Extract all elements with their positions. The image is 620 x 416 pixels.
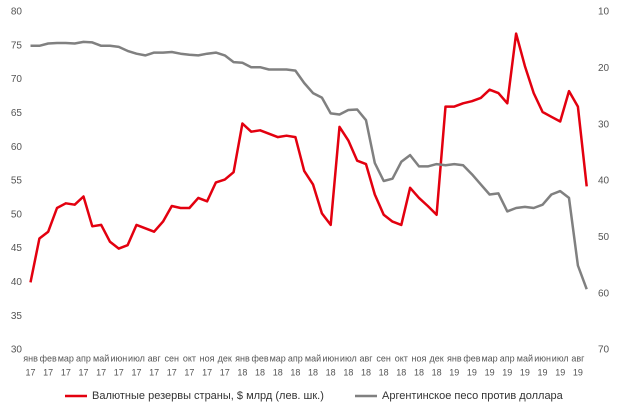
x-tick-year: 18: [343, 367, 353, 377]
x-tick-year: 19: [520, 367, 530, 377]
x-tick-year: 18: [432, 367, 442, 377]
y-tick-label: 75: [11, 40, 23, 51]
x-tick-year: 17: [149, 367, 159, 377]
x-tick-year: 17: [114, 367, 124, 377]
x-tick-year: 18: [326, 367, 336, 377]
x-tick-year: 17: [202, 367, 212, 377]
x-tick-label: сен: [376, 353, 391, 363]
x-tick-label: ноя: [412, 353, 427, 363]
x-tick-label: июл: [552, 353, 569, 363]
x-tick-year: 18: [255, 367, 265, 377]
x-tick-year: 18: [308, 367, 318, 377]
x-tick-label: апр: [500, 353, 515, 363]
x-tick-year: 19: [449, 367, 459, 377]
legend-label: Валютные резервы страны, $ млрд (лев. шк…: [92, 390, 324, 402]
x-tick-label: июн: [534, 353, 551, 363]
x-tick-label: апр: [288, 353, 303, 363]
legend-label: Аргентинское песо против доллара: [382, 390, 564, 402]
y-tick-label: 45: [11, 243, 23, 254]
x-tick-year: 19: [467, 367, 477, 377]
y2-tick-label: 20: [598, 63, 610, 74]
x-tick-year: 18: [414, 367, 424, 377]
y-tick-label: 60: [11, 142, 23, 153]
x-tick-label: июн: [322, 353, 339, 363]
x-tick-year: 19: [555, 367, 565, 377]
x-tick-year: 18: [396, 367, 406, 377]
x-tick-year: 17: [43, 367, 53, 377]
x-tick-label: янв: [235, 353, 250, 363]
x-tick-year: 17: [78, 367, 88, 377]
y-tick-label: 30: [11, 345, 23, 356]
x-tick-year: 19: [538, 367, 548, 377]
x-tick-label: май: [93, 353, 109, 363]
x-tick-label: дек: [218, 353, 232, 363]
x-tick-year: 17: [61, 367, 71, 377]
x-tick-label: апр: [76, 353, 91, 363]
x-tick-year: 18: [361, 367, 371, 377]
x-tick-label: авг: [571, 353, 585, 363]
y2-tick-label: 50: [598, 232, 610, 243]
x-tick-year: 18: [290, 367, 300, 377]
x-tick-label: мар: [270, 353, 286, 363]
x-tick-year: 19: [502, 367, 512, 377]
x-tick-label: фев: [463, 353, 480, 363]
y-tick-label: 80: [11, 7, 23, 18]
x-tick-label: мар: [481, 353, 497, 363]
y-tick-label: 65: [11, 108, 23, 119]
x-tick-year: 17: [26, 367, 36, 377]
x-tick-label: май: [305, 353, 321, 363]
x-tick-year: 17: [167, 367, 177, 377]
y2-tick-label: 10: [598, 7, 610, 18]
x-tick-year: 18: [273, 367, 283, 377]
x-tick-label: авг: [148, 353, 162, 363]
x-tick-year: 18: [379, 367, 389, 377]
x-tick-label: окт: [395, 353, 408, 363]
x-tick-label: сен: [165, 353, 180, 363]
x-tick-label: май: [517, 353, 533, 363]
x-tick-year: 18: [237, 367, 247, 377]
x-tick-label: июл: [340, 353, 357, 363]
x-tick-year: 17: [220, 367, 230, 377]
series-line: [29, 32, 588, 283]
y-tick-label: 50: [11, 209, 23, 220]
y2-tick-label: 60: [598, 288, 610, 299]
x-tick-label: авг: [359, 353, 373, 363]
y-tick-label: 70: [11, 74, 23, 85]
x-tick-year: 17: [184, 367, 194, 377]
y-tick-label: 40: [11, 277, 23, 288]
x-tick-label: янв: [447, 353, 462, 363]
x-tick-label: июл: [128, 353, 145, 363]
x-tick-label: ноя: [200, 353, 215, 363]
x-tick-label: дек: [430, 353, 444, 363]
y2-tick-label: 70: [598, 345, 610, 356]
series-line: [30, 40, 588, 290]
x-tick-label: янв: [23, 353, 38, 363]
y-tick-label: 55: [11, 176, 23, 187]
x-tick-label: июн: [110, 353, 127, 363]
y2-tick-label: 30: [598, 119, 610, 130]
y-tick-label: 35: [11, 311, 23, 322]
x-tick-label: фев: [251, 353, 268, 363]
x-tick-year: 19: [573, 367, 583, 377]
x-tick-label: мар: [58, 353, 74, 363]
y2-tick-label: 40: [598, 176, 610, 187]
x-tick-year: 19: [485, 367, 495, 377]
x-tick-label: фев: [40, 353, 57, 363]
x-tick-year: 17: [131, 367, 141, 377]
x-tick-label: окт: [183, 353, 196, 363]
x-tick-year: 17: [96, 367, 106, 377]
